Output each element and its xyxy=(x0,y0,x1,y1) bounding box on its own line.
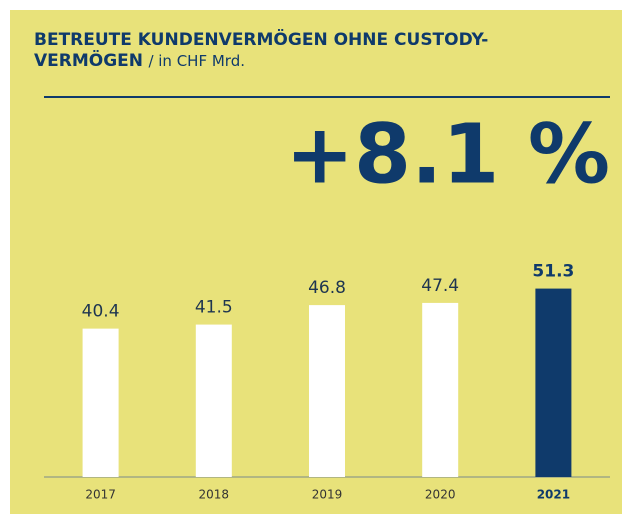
bar xyxy=(195,324,232,477)
x-tick-label: 2020 xyxy=(425,488,456,502)
x-tick-label: 2017 xyxy=(85,488,116,502)
value-label: 51.3 xyxy=(532,262,574,282)
value-label: 47.4 xyxy=(421,276,459,296)
x-tick-label: 2021 xyxy=(537,488,570,502)
chart-subtitle: / in CHF Mrd. xyxy=(148,52,245,70)
value-label: 41.5 xyxy=(195,298,233,318)
x-tick-label: 2018 xyxy=(199,488,230,502)
bar xyxy=(309,305,345,477)
bar xyxy=(422,302,459,477)
annotation: +8.1 % xyxy=(285,107,610,202)
header: BETREUTE KUNDENVERMÖGEN OHNE CUSTODY-VER… xyxy=(34,30,574,72)
x-tick-label: 2019 xyxy=(312,488,343,502)
bar xyxy=(82,328,119,477)
bar xyxy=(535,288,572,477)
value-label: 40.4 xyxy=(82,302,120,322)
chart-title: BETREUTE KUNDENVERMÖGEN OHNE CUSTODY-VER… xyxy=(34,30,489,71)
value-label: 46.8 xyxy=(308,278,346,298)
